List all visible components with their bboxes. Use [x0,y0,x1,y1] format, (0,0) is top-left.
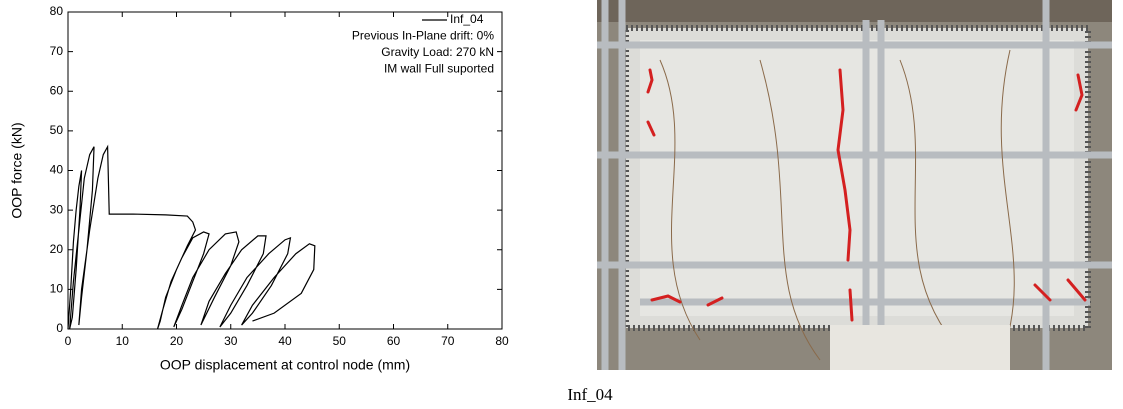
y-tick-label: 80 [50,4,64,18]
annotation: IM wall Full suported [384,62,494,76]
x-tick-label: 20 [170,334,184,348]
y-tick-label: 50 [50,123,64,137]
photo [597,0,1112,370]
x-tick-label: 10 [116,334,130,348]
x-tick-label: 0 [65,334,72,348]
y-tick-label: 20 [50,242,64,256]
y-tick-label: 0 [56,321,63,335]
y-tick-label: 60 [50,83,64,97]
x-tick-label: 30 [224,334,238,348]
x-tick-label: 70 [441,334,455,348]
y-tick-label: 10 [50,282,64,296]
y-tick-label: 30 [50,202,64,216]
plot-frame [67,11,503,330]
y-tick-label: 40 [50,163,64,177]
x-tick-label: 60 [387,334,401,348]
x-tick-label: 40 [278,334,292,348]
x-tick-label: 50 [333,334,347,348]
y-tick-label: 70 [50,44,64,58]
x-axis-label: OOP displacement at control node (mm) [160,357,410,373]
annotation: Gravity Load: 270 kN [381,45,494,59]
y-axis-label: OOP force (kN) [9,122,25,218]
series-line [67,144,316,330]
caption: Inf_04 [567,385,613,404]
annotation: Previous In-Plane drift: 0% [352,29,494,43]
x-tick-label: 80 [495,334,509,348]
legend-label: Inf_04 [450,12,484,26]
